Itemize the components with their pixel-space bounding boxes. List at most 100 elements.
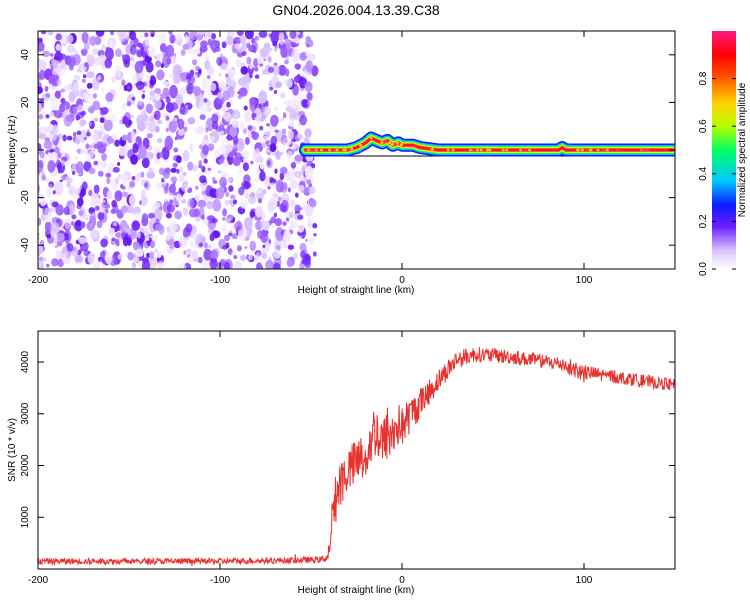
y-tick-label: 1000 [20,506,31,529]
noise-speckle [82,74,87,79]
noise-speckle [238,169,243,176]
noise-speckle [95,31,105,37]
noise-speckle [43,140,53,150]
y-tick-label: 0 [20,147,31,153]
noise-speckle [220,63,229,71]
noise-speckle [221,105,227,113]
y-tick-label: 4000 [20,350,31,373]
noise-speckle [296,224,305,233]
noise-speckle [248,195,257,205]
noise-speckle [152,202,161,209]
noise-speckle [247,125,253,131]
noise-speckle [216,56,223,66]
noise-speckle [169,199,174,205]
noise-speckle [148,34,151,37]
signal-hotspot [579,148,582,152]
signal-hotspot [488,148,492,152]
noise-speckle [246,42,251,49]
noise-speckle [257,55,265,66]
noise-speckle [168,120,178,133]
noise-speckle [122,179,127,187]
noise-speckle [226,101,231,108]
noise-speckle [111,237,116,242]
noise-speckle [273,90,278,94]
noise-speckle [86,82,93,89]
noise-speckle [145,61,154,73]
noise-speckle [88,189,93,197]
noise-speckle [122,115,128,125]
y-tick-label: 40 [20,49,31,61]
noise-speckle [252,151,262,163]
y-tick-label: 2000 [20,454,31,477]
signal-hotspot [644,148,648,152]
signal-hotspot [479,148,483,152]
noise-speckle [108,227,115,234]
noise-speckle [93,129,99,135]
noise-speckle [80,63,85,68]
noise-speckle [105,172,112,178]
noise-speckle [166,203,176,213]
noise-speckle [32,153,37,158]
noise-speckle [130,44,137,56]
noise-speckle [38,114,44,120]
noise-speckle [45,93,51,98]
noise-speckle [299,52,308,61]
noise-speckle [287,187,291,193]
noise-speckle [229,125,238,137]
noise-speckle [112,166,120,173]
noise-speckle [106,177,111,184]
noise-speckle [55,33,62,41]
spectrogram-y-ticks: -40 -20 0 20 40 [20,49,675,253]
noise-speckle [212,121,219,130]
noise-speckle [135,80,145,91]
noise-speckle [250,160,254,165]
noise-speckle [82,148,89,155]
noise-speckle [138,31,147,40]
x-tick-label: -100 [210,575,230,586]
noise-speckle [42,257,47,262]
noise-speckle [32,225,38,230]
noise-speckle [140,171,145,178]
noise-speckle [154,110,161,121]
noise-speckle [88,150,95,158]
noise-speckle [279,172,285,181]
noise-speckle [68,203,76,214]
noise-speckle [54,244,58,249]
snr-panel: -200 -100 0 100 1000 2000 3000 4000 Height of … [7,330,676,596]
x-tick-label: 100 [576,275,593,286]
noise-speckle [186,248,192,254]
noise-speckle [59,179,63,183]
spectrogram-y-label: Frequency (Hz) [7,116,18,185]
noise-speckle [248,254,253,261]
noise-speckle [240,254,246,261]
snr-y-ticks: 1000 2000 3000 4000 [20,350,675,528]
noise-speckle [273,212,277,218]
noise-speckle [85,143,90,150]
noise-speckle [86,53,95,67]
noise-speckle [145,75,151,82]
noise-speckle [231,233,238,240]
noise-speckle [236,245,242,252]
noise-speckle [73,132,77,137]
noise-speckle [156,251,162,258]
noise-speckle [129,31,137,41]
noise-speckle [185,105,189,109]
noise-speckle [189,31,198,41]
noise-speckle [104,47,114,61]
noise-speckle [76,130,82,135]
noise-speckle [218,158,225,164]
noise-speckle [193,257,198,263]
noise-speckle [34,134,37,137]
noise-speckle [200,40,208,48]
y-tick-label: -40 [20,238,31,253]
noise-speckle [155,53,164,60]
noise-speckle [49,96,58,104]
signal-hotspot [501,148,505,152]
noise-speckle [38,183,40,194]
noise-speckle [120,104,127,110]
noise-speckle [77,261,82,266]
noise-speckle [134,60,144,74]
noise-speckle [93,160,98,166]
noise-speckle [64,176,70,182]
noise-speckle [283,139,288,144]
